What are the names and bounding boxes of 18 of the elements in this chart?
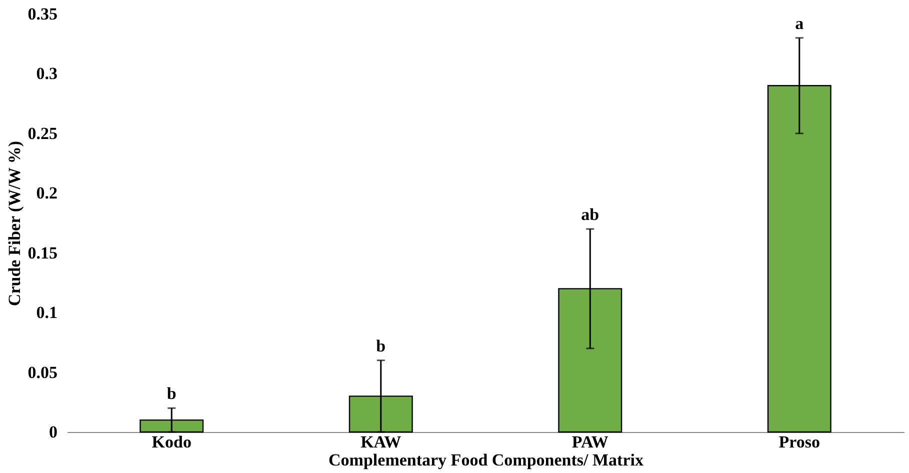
- y-tick-label: 0.25: [28, 124, 58, 143]
- x-tick-label: KAW: [360, 432, 402, 452]
- annotation: ab: [581, 204, 600, 224]
- y-tick-label: 0.3: [36, 64, 58, 84]
- annotation: b: [166, 384, 176, 404]
- y-tick-label: 0.15: [28, 243, 58, 262]
- y-tick-label: 0.35: [28, 4, 58, 24]
- x-tick-label: PAW: [572, 432, 608, 452]
- x-tick-label: Kodo: [152, 432, 192, 452]
- annotation: b: [376, 336, 386, 356]
- x-tick-label: Proso: [778, 432, 820, 452]
- y-tick-label: 0.2: [36, 184, 58, 203]
- x-axis-title: Complementary Food Components/ Matrix: [328, 450, 644, 470]
- y-tick-label: 0.05: [28, 362, 58, 382]
- y-tick-label: 0: [49, 422, 58, 442]
- annotation: a: [795, 14, 804, 33]
- y-axis-title: Crude Fiber (W/W %): [4, 140, 24, 306]
- y-tick-label: 0.1: [36, 303, 58, 322]
